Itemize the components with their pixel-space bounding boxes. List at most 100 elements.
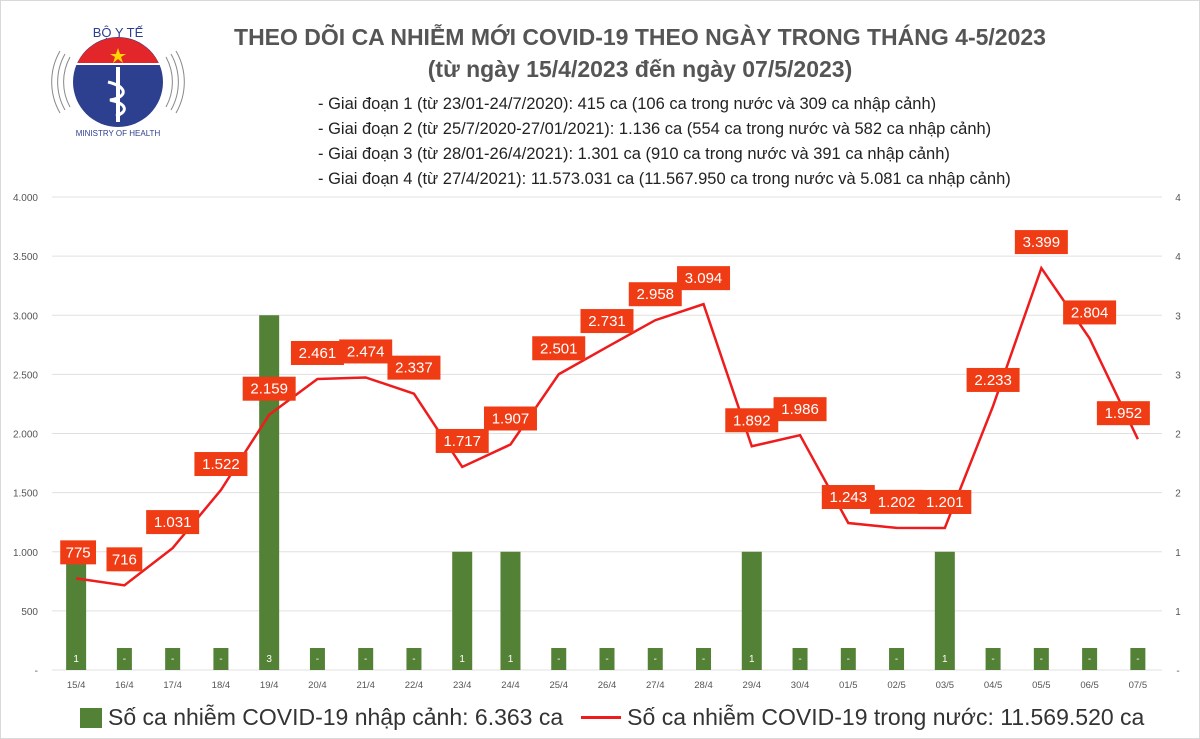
bar-imported	[985, 648, 1001, 670]
data-label-box	[290, 340, 344, 365]
bar-label: -	[316, 654, 319, 665]
bar-label: -	[702, 654, 705, 665]
svg-text:BỘ Y TẾ: BỘ Y TẾ	[93, 25, 144, 40]
bar-imported	[647, 648, 663, 670]
left-axis-tick: -	[35, 666, 38, 677]
bar-imported	[406, 648, 422, 670]
x-axis-tick: 17/4	[163, 680, 182, 691]
chart-title: THEO DÕI CA NHIỄM MỚI COVID-19 THEO NGÀY…	[234, 24, 1046, 50]
data-label-box	[1014, 230, 1068, 255]
bar-imported	[259, 315, 280, 670]
data-label: 3.399	[1023, 234, 1061, 251]
bar-imported	[1082, 648, 1098, 670]
x-axis-tick: 25/4	[549, 680, 568, 691]
bar-label: -	[123, 654, 126, 665]
data-label: 775	[66, 544, 91, 561]
data-label-box	[725, 408, 779, 433]
covid-chart: - 500 1.000 1.500 2.000 2.500 3.000 3.500 4.000 -…	[13, 193, 1181, 691]
data-label: 2.731	[588, 313, 626, 330]
data-label-box	[532, 336, 586, 361]
data-label-box	[387, 355, 441, 380]
data-label-box	[242, 376, 296, 401]
x-axis-tick: 03/5	[936, 680, 955, 691]
legend-line-swatch	[581, 716, 622, 719]
x-axis-tick: 02/5	[887, 680, 906, 691]
data-label: 1.201	[926, 494, 964, 511]
bar-label: -	[412, 654, 415, 665]
bar-imported	[840, 648, 856, 670]
right-axis-tick: 3	[1175, 370, 1181, 381]
data-label-box	[821, 485, 875, 510]
bar-label: -	[798, 654, 801, 665]
bar-imported	[696, 648, 712, 670]
bar-label: 1	[459, 654, 465, 665]
bar-imported	[66, 551, 87, 670]
bar-imported	[599, 648, 615, 670]
data-label: 716	[112, 551, 137, 568]
bar-label: 1	[942, 654, 948, 665]
data-label: 1.892	[733, 412, 771, 429]
x-axis-tick: 16/4	[115, 680, 134, 691]
x-axis-tick: 01/5	[839, 680, 858, 691]
bar-imported	[889, 648, 905, 670]
data-label-box	[628, 282, 682, 307]
bar-imported	[1033, 648, 1049, 670]
right-axis-tick: 2	[1175, 430, 1181, 441]
data-label-box	[773, 397, 827, 422]
data-label-box	[870, 489, 924, 514]
phase-4-summary: - Giai đoạn 4 (từ 27/4/2021): 11.573.031…	[318, 170, 1011, 188]
data-label-box	[966, 367, 1020, 392]
legend-bar-swatch	[80, 707, 102, 728]
bar-imported	[309, 648, 325, 670]
bar-label: -	[1136, 654, 1139, 665]
legend: Số ca nhiễm COVID-19 nhập cảnh: 6.363 ca…	[80, 704, 1144, 731]
line-domestic	[75, 265, 1139, 587]
data-label-box	[677, 266, 731, 291]
bar-label: 1	[749, 654, 755, 665]
right-axis-tick: -	[1176, 666, 1179, 677]
chart-subtitle: (từ ngày 15/4/2023 đến ngày 07/5/2023)	[427, 56, 853, 82]
left-axis-tick: 4.000	[13, 193, 38, 204]
ministry-of-health-logo: BỘ Y TẾ MINISTRY OF HEALTH	[51, 25, 185, 137]
data-label-box	[435, 428, 489, 453]
right-axis-tick: 1	[1175, 548, 1181, 559]
data-label-box	[580, 309, 634, 334]
data-label-box	[339, 339, 393, 364]
bar-imported	[792, 648, 808, 670]
data-label: 2.958	[636, 286, 674, 303]
x-axis-tick: 22/4	[405, 680, 424, 691]
bar-imported	[551, 648, 567, 670]
bar-label: 3	[266, 654, 272, 665]
bar-label: -	[171, 654, 174, 665]
x-axis-tick: 27/4	[646, 680, 665, 691]
bar-label: -	[1088, 654, 1091, 665]
bar-imported	[358, 648, 374, 670]
phase-1-summary: - Giai đoạn 1 (từ 23/01-24/7/2020): 415 …	[318, 95, 937, 113]
x-axis-tick: 18/4	[212, 680, 231, 691]
bar-label: -	[1040, 654, 1043, 665]
bar-label: 1	[73, 654, 79, 665]
bar-label: -	[219, 654, 222, 665]
x-axis-tick: 24/4	[501, 680, 520, 691]
data-label-box	[1063, 300, 1117, 325]
phase-2-summary: - Giai đoạn 2 (từ 25/7/2020-27/01/2021):…	[318, 120, 992, 138]
data-label: 2.501	[540, 340, 578, 357]
data-label: 1.522	[202, 456, 240, 473]
phase-summary-list: - Giai đoạn 1 (từ 23/01-24/7/2020): 415 …	[318, 92, 1011, 192]
data-label: 1.031	[154, 514, 192, 531]
bar-label: -	[654, 654, 657, 665]
data-label-box	[1096, 401, 1150, 426]
left-axis-tick: 1.500	[13, 489, 38, 500]
left-axis-tick: 1.000	[13, 548, 38, 559]
bar-imported	[116, 648, 132, 670]
x-axis-tick: 21/4	[356, 680, 375, 691]
bar-label: 1	[508, 654, 514, 665]
legend-imported-label: Số ca nhiễm COVID-19 nhập cảnh: 6.363 ca	[108, 704, 564, 730]
left-axis-tick: 2.000	[13, 430, 38, 441]
right-axis-tick: 4	[1175, 252, 1181, 263]
data-label-box	[60, 540, 97, 565]
bar-label: -	[847, 654, 850, 665]
bar-imported	[500, 551, 521, 670]
data-label-box	[146, 510, 200, 535]
data-label: 1.202	[878, 494, 916, 511]
